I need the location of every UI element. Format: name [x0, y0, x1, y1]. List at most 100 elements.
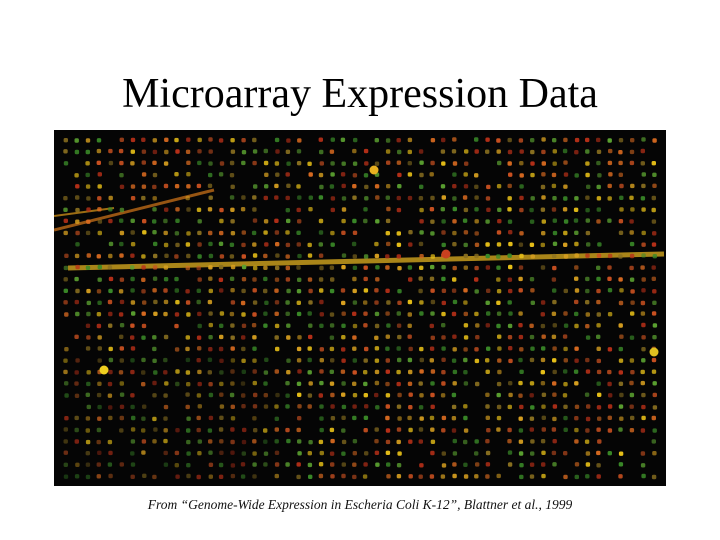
microarray-spot: [251, 230, 257, 236]
microarray-spot: [407, 334, 412, 339]
microarray-spot: [307, 161, 312, 166]
microarray-spot: [519, 231, 524, 236]
microarray-spot: [297, 451, 302, 456]
microarray-spot: [197, 230, 202, 236]
microarray-spot: [630, 138, 635, 143]
microarray-spot: [408, 392, 413, 397]
microarray-spot: [541, 231, 546, 236]
microarray-spot: [441, 357, 446, 362]
microarray-spot: [618, 172, 623, 177]
microarray-spot: [230, 404, 235, 409]
microarray-spot: [63, 265, 69, 271]
microarray-spot: [318, 393, 323, 398]
microarray-spot: [130, 323, 135, 328]
microarray-spot: [85, 230, 91, 236]
microarray-spot: [75, 195, 80, 200]
microarray-spot: [330, 137, 335, 142]
microarray-spot: [385, 265, 390, 270]
microarray-spot: [441, 323, 446, 328]
microarray-spot: [141, 195, 146, 201]
microarray-spot: [108, 288, 113, 294]
microarray-spot: [241, 242, 246, 248]
microarray-spot: [585, 195, 590, 200]
microarray-spot: [197, 160, 202, 166]
microarray-spot: [430, 254, 435, 259]
microarray-spot: [263, 276, 268, 282]
microarray-spot: [518, 311, 523, 316]
microarray-spot: [396, 346, 401, 351]
microarray-spot: [364, 404, 369, 409]
microarray-spot: [596, 184, 601, 190]
microarray-spot: [396, 439, 401, 445]
microarray-spot: [185, 370, 191, 375]
microarray-spot: [241, 160, 246, 166]
microarray-spot: [651, 242, 657, 247]
microarray-spot: [607, 160, 613, 166]
microarray-spot: [230, 450, 235, 455]
microarray-spot: [496, 254, 501, 259]
microarray-spot: [153, 311, 158, 316]
microarray-spot: [419, 184, 424, 189]
microarray-spot: [352, 288, 357, 294]
microarray-spot: [163, 370, 168, 375]
microarray-spot: [596, 207, 601, 212]
microarray-spot: [252, 312, 257, 317]
microarray-spot: [529, 357, 535, 363]
microarray-spot: [152, 335, 157, 340]
microarray-spot: [585, 208, 590, 213]
microarray-spot: [385, 415, 390, 421]
microarray-spot: [196, 415, 201, 421]
microarray-spot: [263, 404, 269, 409]
microarray-spot: [152, 474, 157, 480]
microarray-spot: [441, 265, 446, 270]
microarray-spot: [607, 312, 613, 317]
microarray-spot: [530, 138, 535, 143]
microarray-spot: [618, 277, 623, 282]
microarray-spot: [596, 265, 601, 270]
microarray-spot: [286, 183, 291, 188]
microarray-spot: [319, 358, 324, 363]
microarray-spot: [641, 473, 646, 479]
microarray-spot: [352, 346, 357, 351]
microarray-spot: [152, 416, 157, 422]
microarray-spot: [63, 288, 68, 293]
microarray-spot: [286, 438, 291, 444]
microarray-spot: [618, 381, 624, 386]
microarray-spot: [329, 346, 335, 352]
microarray-spot: [119, 462, 124, 467]
microarray-spot: [496, 404, 502, 410]
microarray-spot: [252, 137, 257, 143]
microarray-spot: [208, 265, 213, 270]
microarray-spot: [96, 462, 101, 467]
microarray-spot: [252, 253, 258, 258]
microarray-spot: [619, 334, 624, 339]
microarray-spot: [440, 149, 446, 154]
microarray-spot: [641, 358, 646, 363]
microarray-spot: [408, 474, 413, 479]
microarray-spot: [330, 207, 335, 213]
microarray-spot: [641, 183, 646, 189]
microarray-spot: [85, 161, 90, 166]
microarray-spot: [374, 300, 379, 305]
microarray-spot: [230, 427, 235, 432]
microarray-spot: [197, 149, 202, 154]
microarray-spot: [208, 241, 213, 247]
microarray-spot: [196, 299, 201, 305]
microarray-spot: [307, 346, 312, 351]
microarray-spot: [430, 381, 435, 386]
microarray-spot: [196, 265, 201, 271]
microarray-spot: [474, 439, 479, 444]
microarray-spot: [118, 148, 124, 154]
microarray-spot: [64, 393, 69, 398]
microarray-spot: [97, 196, 102, 201]
microarray-spot: [363, 265, 368, 270]
microarray-spot: [507, 149, 513, 155]
microarray-spot: [518, 439, 524, 444]
microarray-spot: [541, 195, 546, 200]
microarray-spot: [107, 299, 113, 305]
microarray-spot: [419, 416, 424, 421]
microarray-spot: [197, 323, 202, 329]
microarray-spot: [529, 242, 535, 247]
microarray-spot: [541, 346, 546, 351]
microarray-spot: [629, 335, 635, 340]
